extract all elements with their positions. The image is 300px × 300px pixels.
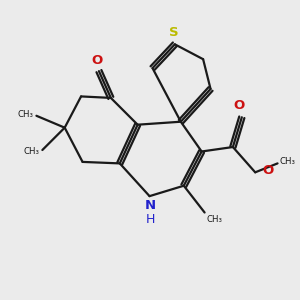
Text: CH₃: CH₃: [17, 110, 33, 119]
Text: O: O: [92, 54, 103, 67]
Text: CH₃: CH₃: [206, 215, 222, 224]
Text: O: O: [263, 164, 274, 177]
Text: N: N: [145, 199, 156, 212]
Text: CH₃: CH₃: [23, 147, 39, 156]
Text: O: O: [233, 99, 244, 112]
Text: S: S: [169, 26, 178, 39]
Text: CH₃: CH₃: [280, 158, 296, 166]
Text: H: H: [146, 212, 155, 226]
